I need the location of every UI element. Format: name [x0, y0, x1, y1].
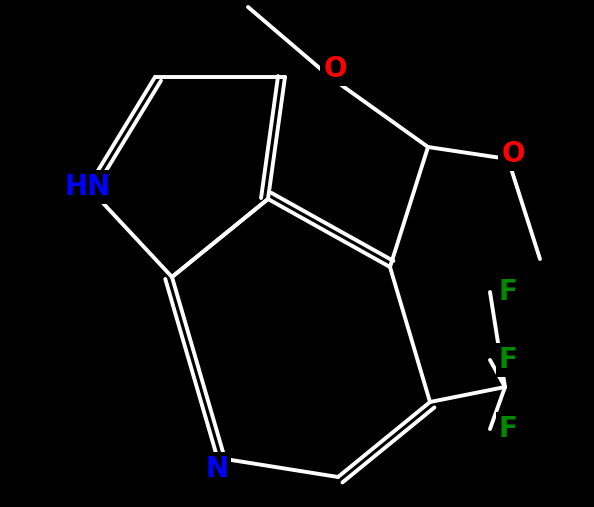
Text: O: O [323, 55, 347, 83]
Text: N: N [206, 455, 229, 483]
Text: F: F [498, 278, 517, 306]
Text: F: F [498, 346, 517, 374]
Text: HN: HN [65, 173, 111, 201]
Text: F: F [498, 415, 517, 443]
Text: O: O [501, 140, 525, 168]
